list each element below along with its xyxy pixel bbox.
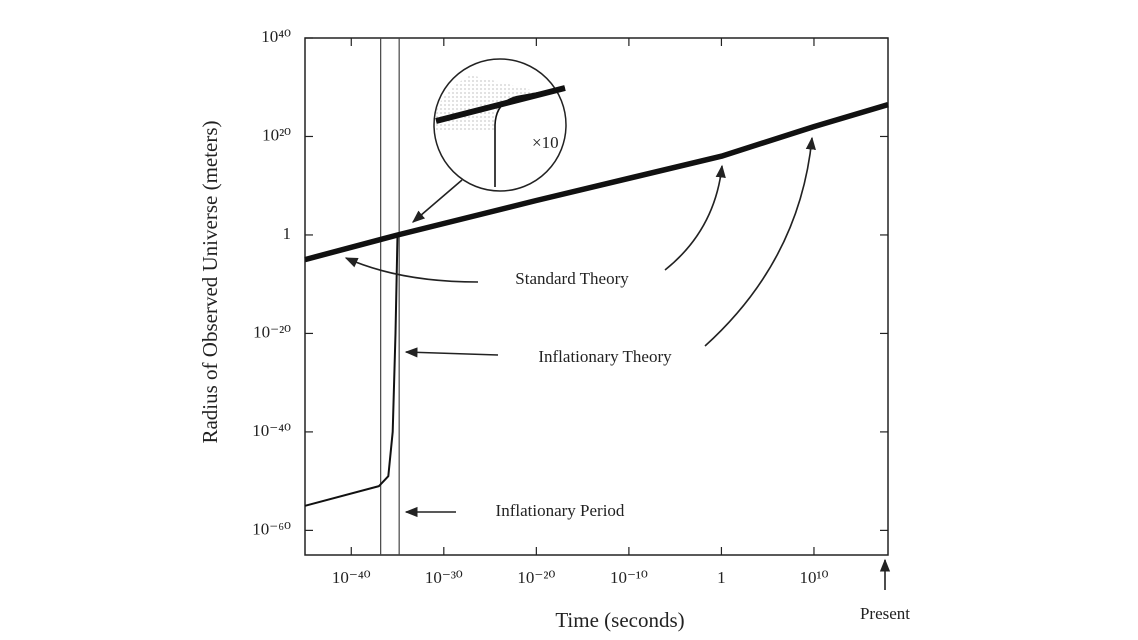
y-tick-label: 10⁻⁶⁰ bbox=[252, 519, 291, 538]
series-line bbox=[304, 101, 889, 263]
y-tick-label: 1 bbox=[283, 224, 292, 243]
x-tick-label: 10⁻²⁰ bbox=[517, 568, 555, 587]
series-label: Standard Theory bbox=[515, 269, 629, 288]
x-tick-label: 10⁻³⁰ bbox=[425, 568, 463, 587]
annotation-arrow bbox=[704, 136, 816, 347]
x-tick-label: 10¹⁰ bbox=[800, 568, 829, 587]
plot-frame bbox=[304, 37, 889, 556]
x-tick-label: 10⁻⁴⁰ bbox=[332, 568, 371, 587]
annotation-arrow bbox=[664, 164, 726, 271]
y-tick-label: 10²⁰ bbox=[262, 125, 291, 144]
present-label: Present bbox=[860, 604, 910, 623]
annotation-arrow bbox=[344, 257, 479, 283]
series-label: Inflationary Theory bbox=[538, 347, 672, 366]
x-axis-label: Time (seconds) bbox=[555, 608, 684, 632]
y-axis-label: Radius of Observed Universe (meters) bbox=[198, 120, 222, 443]
series-line bbox=[304, 234, 399, 507]
y-tick-label: 10⁻⁴⁰ bbox=[252, 421, 291, 440]
period-label: Inflationary Period bbox=[496, 501, 625, 520]
x-tick-label: 1 bbox=[717, 568, 726, 587]
annotation-arrow bbox=[404, 347, 499, 358]
x-tick-label: 10⁻¹⁰ bbox=[610, 568, 648, 587]
y-tick-label: 10⁻²⁰ bbox=[253, 322, 291, 341]
y-tick-label: 10⁴⁰ bbox=[261, 27, 291, 46]
inset-label: ×10 bbox=[532, 133, 559, 152]
inset: ×10 bbox=[412, 58, 567, 223]
